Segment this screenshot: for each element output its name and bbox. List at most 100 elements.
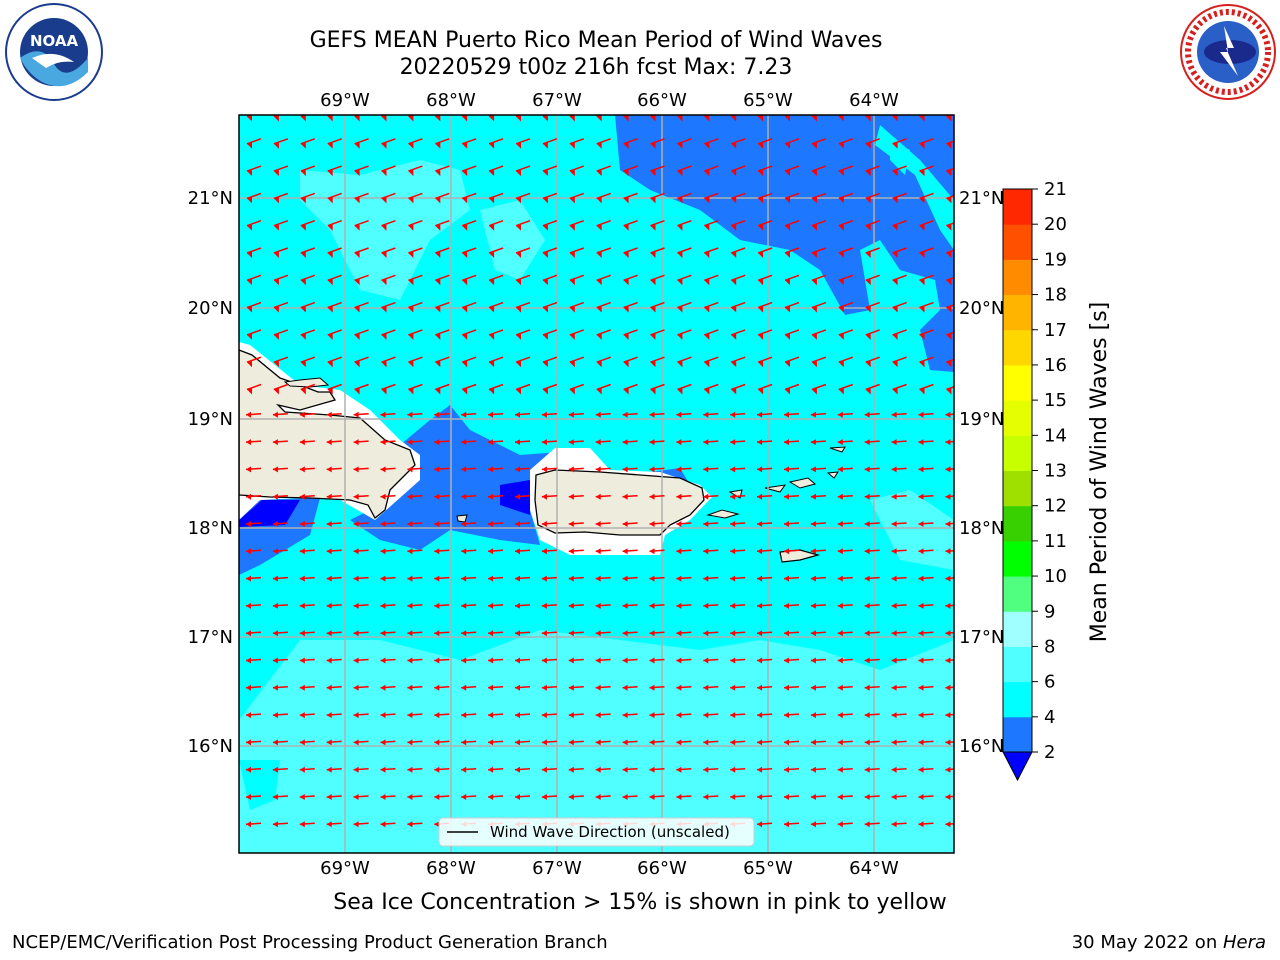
wind-wave-arrowhead bbox=[757, 821, 763, 828]
wind-wave-arrowhead bbox=[541, 630, 547, 637]
wind-wave-arrowhead bbox=[758, 388, 764, 395]
wind-wave-arrowhead bbox=[622, 411, 628, 418]
wind-wave-arrowhead bbox=[354, 388, 360, 395]
wind-wave-arrow bbox=[650, 274, 665, 282]
wind-wave-arrow bbox=[919, 274, 934, 282]
wind-wave-arrowhead bbox=[704, 170, 710, 177]
wind-wave-arrow bbox=[408, 356, 423, 363]
wind-wave-arrow bbox=[623, 138, 638, 145]
wind-wave-arrowhead bbox=[462, 361, 468, 368]
wind-wave-arrowhead bbox=[649, 466, 655, 473]
wind-wave-arrow bbox=[569, 219, 585, 227]
wind-wave-arrowhead bbox=[569, 388, 575, 395]
wind-wave-arrowhead bbox=[461, 575, 467, 582]
wind-wave-arrowhead bbox=[434, 439, 440, 446]
wind-wave-arrowhead bbox=[891, 821, 897, 828]
wind-wave-arrow bbox=[569, 192, 585, 200]
wind-wave-arrowhead bbox=[407, 548, 413, 555]
wind-wave-arrow bbox=[408, 247, 423, 254]
wind-wave-arrowhead bbox=[945, 411, 951, 418]
wind-wave-arrowhead bbox=[945, 575, 951, 582]
wind-wave-arrow bbox=[300, 138, 316, 145]
lon-label-bottom: 69°W bbox=[320, 858, 370, 879]
wind-wave-arrow bbox=[300, 247, 316, 254]
footer-date-text: 30 May 2022 on bbox=[1071, 932, 1223, 953]
wind-wave-arrowhead bbox=[676, 548, 682, 555]
noaa-logo: NOAA bbox=[2, 2, 106, 110]
wind-wave-arrowhead bbox=[919, 333, 925, 340]
wind-wave-arrow bbox=[677, 165, 692, 172]
chart-title: GEFS MEAN Puerto Rico Mean Period of Win… bbox=[309, 28, 883, 53]
wind-wave-arrowhead bbox=[299, 766, 305, 773]
contour-6-8-north2 bbox=[480, 200, 545, 280]
wind-wave-arrowhead bbox=[919, 170, 925, 177]
wind-wave-arrowhead bbox=[515, 521, 520, 527]
wind-wave-arrowhead bbox=[407, 602, 413, 609]
wind-wave-arrowhead bbox=[354, 279, 360, 286]
wind-wave-arrow bbox=[435, 356, 450, 363]
wind-wave-arrowhead bbox=[945, 657, 951, 664]
wind-wave-arrowhead bbox=[785, 197, 790, 204]
wind-wave-arrowhead bbox=[488, 712, 494, 719]
wind-wave-arrowhead bbox=[811, 142, 817, 149]
wind-wave-arrowhead bbox=[489, 197, 495, 204]
wind-wave-arrowhead bbox=[919, 252, 925, 258]
wind-wave-arrowhead bbox=[353, 548, 359, 555]
wind-wave-arrow bbox=[757, 165, 773, 172]
wind-wave-arrowhead bbox=[622, 466, 628, 473]
wind-wave-arrowhead bbox=[515, 630, 520, 637]
wind-wave-arrowhead bbox=[569, 224, 575, 231]
lon-label-bottom: 67°W bbox=[532, 858, 582, 879]
wind-wave-arrowhead bbox=[785, 333, 790, 340]
wind-wave-arrowhead bbox=[810, 466, 816, 473]
wind-wave-arrowhead bbox=[758, 306, 764, 313]
wind-wave-arrowhead bbox=[541, 794, 547, 800]
wind-wave-arrowhead bbox=[568, 548, 574, 555]
wind-wave-arrowhead bbox=[380, 493, 386, 500]
wind-wave-arrowhead bbox=[945, 439, 951, 446]
wind-wave-arrowhead bbox=[757, 575, 763, 582]
wind-wave-arrowhead bbox=[731, 252, 737, 258]
wind-wave-arrowhead bbox=[542, 252, 548, 258]
colorbar-tick-label: 9 bbox=[1044, 601, 1055, 622]
wind-wave-arrowhead bbox=[435, 115, 441, 122]
wind-wave-arrow bbox=[381, 192, 396, 200]
wind-wave-arrowhead bbox=[837, 548, 843, 555]
wind-wave-arrowhead bbox=[758, 279, 764, 286]
wind-wave-arrowhead bbox=[918, 712, 924, 719]
footer-host: Hera bbox=[1222, 932, 1266, 953]
wind-wave-arrowhead bbox=[354, 142, 360, 149]
wind-wave-arrow bbox=[865, 383, 880, 391]
wind-wave-arrow bbox=[704, 329, 719, 336]
wind-wave-arrowhead bbox=[758, 142, 764, 149]
wind-wave-arrow bbox=[542, 301, 558, 309]
wind-wave-arrowhead bbox=[865, 279, 871, 286]
wind-wave-arrowhead bbox=[650, 279, 656, 286]
wind-wave-arrowhead bbox=[595, 602, 601, 609]
wind-wave-arrowhead bbox=[758, 197, 764, 204]
wind-wave-arrowhead bbox=[892, 197, 898, 204]
wind-wave-arrow bbox=[730, 219, 746, 227]
wind-wave-arrow bbox=[757, 356, 773, 363]
wind-wave-arrow bbox=[408, 219, 423, 227]
wind-wave-arrowhead bbox=[838, 115, 844, 122]
wind-wave-arrowhead bbox=[407, 521, 413, 527]
wind-wave-arrowhead bbox=[542, 361, 548, 368]
wind-wave-arrow bbox=[488, 165, 504, 172]
wind-wave-arrowhead bbox=[354, 170, 360, 177]
wind-wave-arrowhead bbox=[758, 224, 764, 231]
wind-wave-arrowhead bbox=[488, 466, 494, 473]
wind-wave-arrow bbox=[757, 192, 773, 200]
wind-wave-arrow bbox=[515, 247, 531, 254]
wind-wave-arrowhead bbox=[811, 306, 817, 313]
wind-wave-arrowhead bbox=[703, 739, 709, 746]
wind-wave-arrowhead bbox=[569, 115, 575, 122]
wind-wave-arrowhead bbox=[407, 739, 413, 746]
wind-wave-arrowhead bbox=[810, 602, 816, 609]
wind-wave-arrow bbox=[757, 301, 773, 309]
wind-wave-arrowhead bbox=[837, 575, 843, 582]
map-frame bbox=[238, 114, 955, 854]
wind-wave-arrowhead bbox=[838, 361, 844, 368]
wind-wave-arrowhead bbox=[247, 333, 252, 340]
